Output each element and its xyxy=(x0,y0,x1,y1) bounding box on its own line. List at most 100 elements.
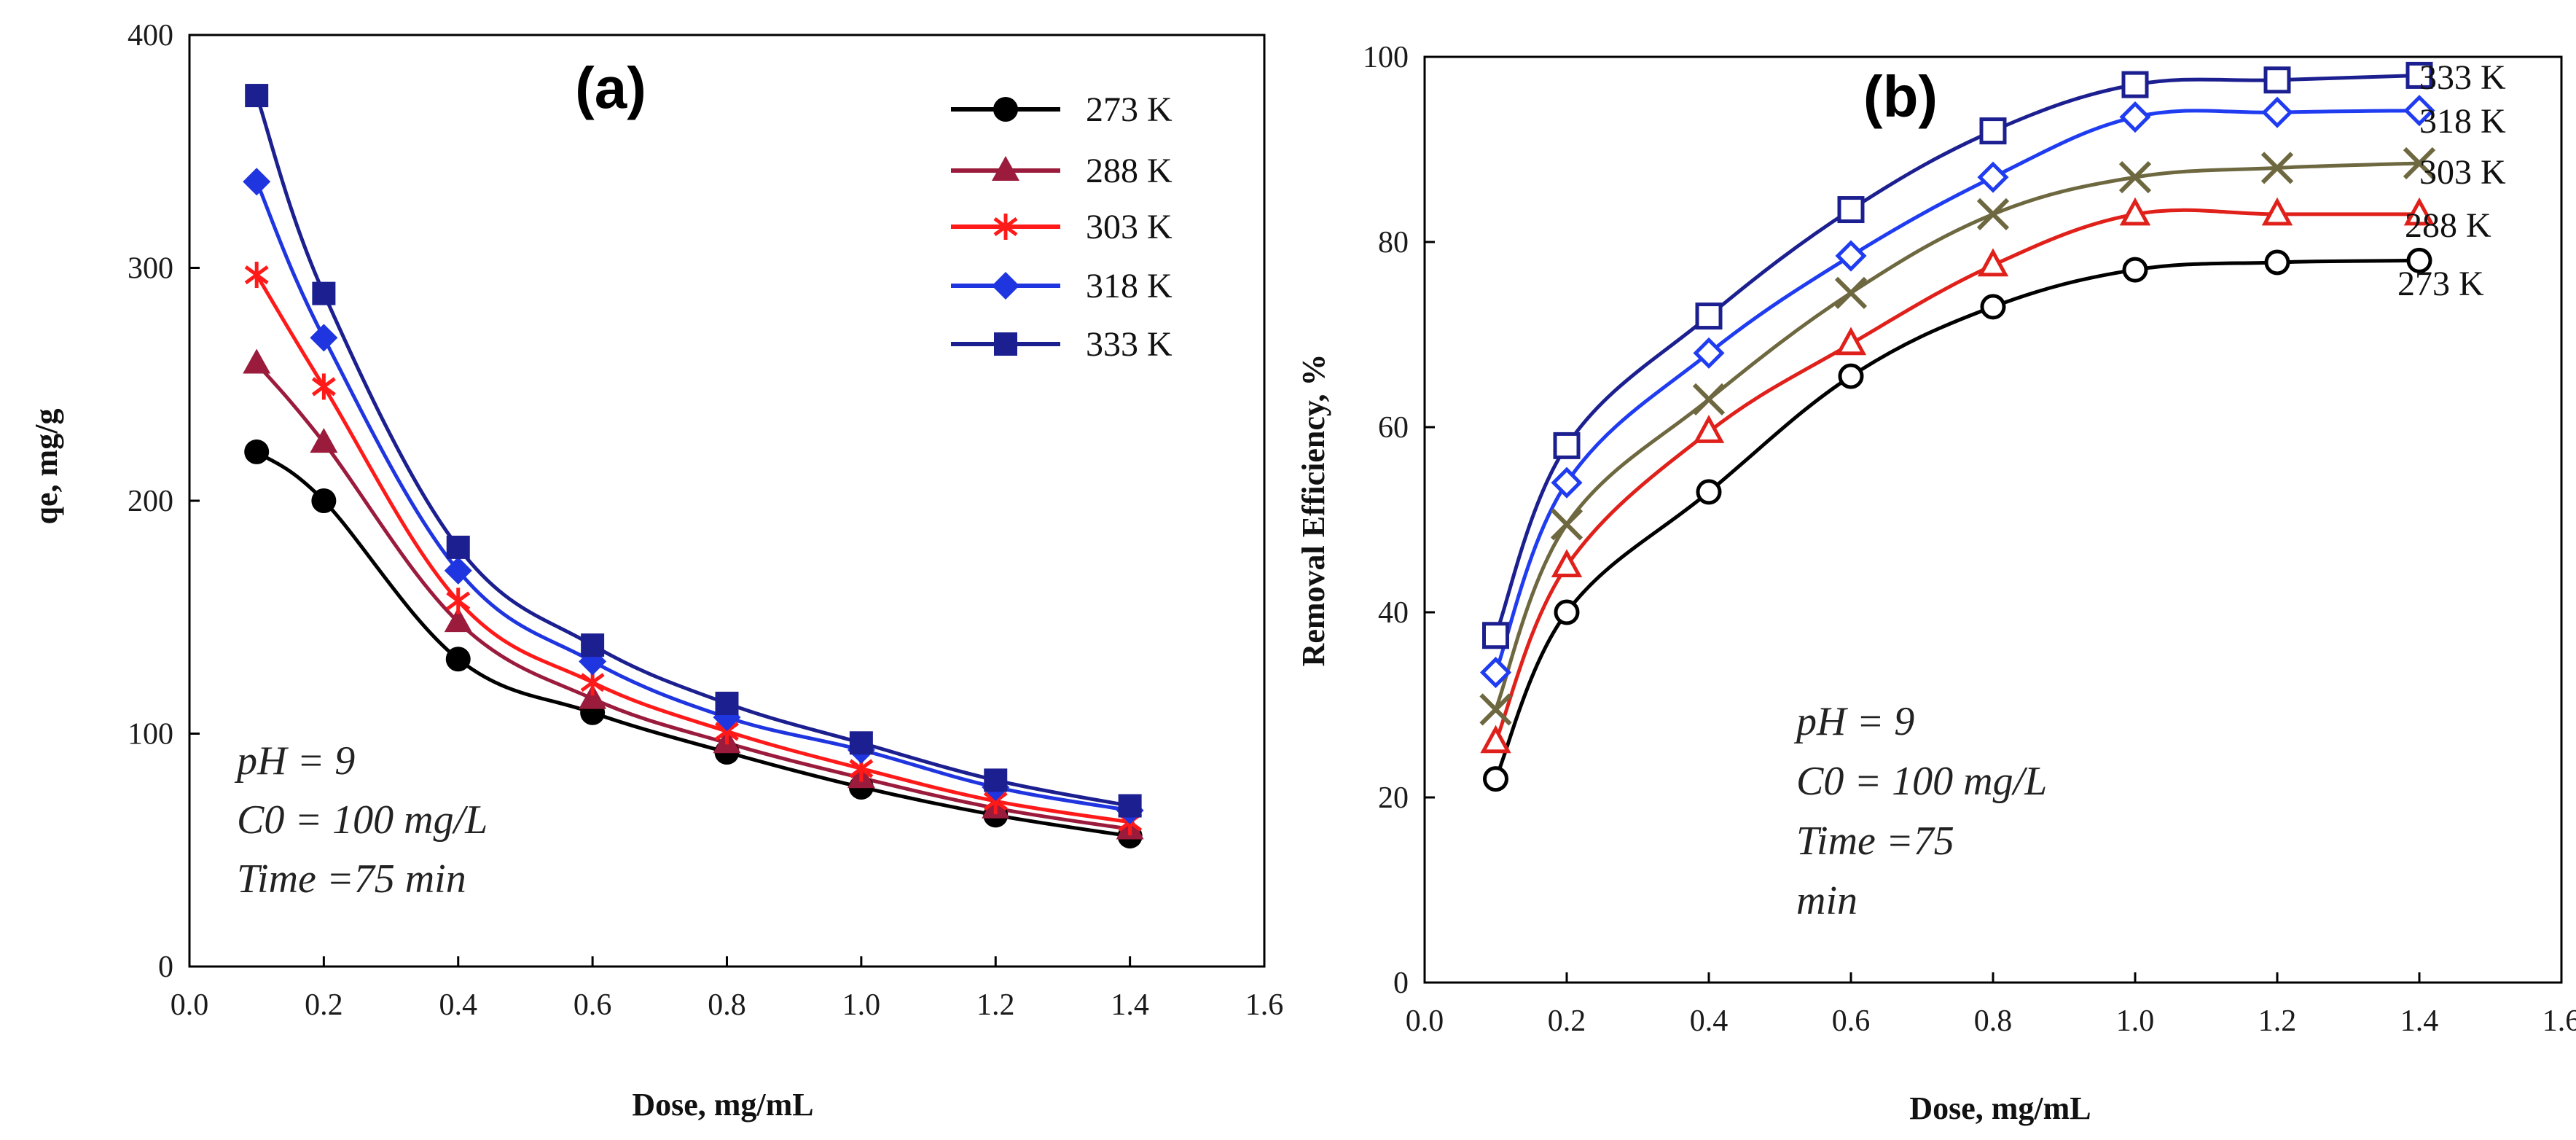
data-point-303k xyxy=(1834,276,1868,309)
data-point-333k xyxy=(1695,302,1723,330)
data-point-273k xyxy=(311,488,337,513)
y-tick-label: 80 xyxy=(1378,226,1409,259)
x-tick-label: 0.4 xyxy=(439,988,478,1022)
data-point-318k xyxy=(2261,96,2293,128)
series-group-b xyxy=(1479,61,2436,792)
x-tick-label: 1.2 xyxy=(2258,1004,2297,1038)
data-point-288k xyxy=(2403,197,2435,226)
data-point-318k xyxy=(2403,95,2435,127)
data-point-288k xyxy=(1551,549,1583,577)
y-tick-label: 100 xyxy=(1363,41,1409,74)
y-ticks-b: 0 20 40 60 80 100 xyxy=(1363,41,1435,1000)
chart-panel-b: 0 20 40 60 80 100 0.0 0.2 0.4 0.6 0.8 1.0 1.2 1.4 1.6… xyxy=(1296,41,2576,1126)
x-ticks-b: 0.0 0.2 0.4 0.6 0.8 1.0 1.2 1.4 1.6 xyxy=(1406,972,2576,1038)
svg-text:333 K: 333 K xyxy=(1086,325,1172,364)
series-line-303k xyxy=(255,273,1131,824)
data-point-288k xyxy=(579,684,607,709)
data-point-333k xyxy=(2263,66,2291,94)
series-end-labels-b: 333 K 318 K 303 K 288 K 273 K xyxy=(2397,58,2506,303)
data-point-273k xyxy=(2122,257,2148,283)
series-line-318k xyxy=(254,181,1131,813)
legend-entry-273k: 273 K xyxy=(951,90,1172,129)
data-point-333k xyxy=(849,731,873,755)
y-tick-label: 40 xyxy=(1378,596,1409,630)
data-point-318k xyxy=(1693,337,1725,369)
x-axis-label-a: Dose, mg/mL xyxy=(632,1087,813,1123)
data-point-273k xyxy=(445,647,471,672)
data-point-318k xyxy=(310,324,338,352)
data-point-318k xyxy=(1835,240,1867,272)
y-ticks-a: 0 100 200 300 400 xyxy=(128,19,200,984)
x-tick-label: 1.4 xyxy=(1111,988,1149,1022)
y-axis-label-a: qe, mg/g xyxy=(28,409,64,525)
series-group-a xyxy=(243,84,1144,849)
data-point-333k xyxy=(1118,794,1142,818)
legend-entry-333k: 333 K xyxy=(951,325,1172,364)
y-axis-label-b: Removal Efficiency, % xyxy=(1296,354,1331,667)
data-point-288k xyxy=(310,428,338,453)
data-point-288k xyxy=(2119,197,2151,226)
chart-panel-a: 0 100 200 300 400 0.0 0.2 0.4 0.6 0.8 1.0 1.2 1.4 1.… xyxy=(28,19,1283,1123)
data-point-333k xyxy=(984,768,1008,792)
x-tick-label: 1.0 xyxy=(2116,1004,2155,1038)
data-point-273k xyxy=(1483,766,1508,792)
data-point-333k xyxy=(245,84,269,108)
condition-min-b: min xyxy=(1796,878,1857,924)
data-point-333k xyxy=(715,691,739,715)
data-point-333k xyxy=(1553,432,1581,459)
series-line-273k xyxy=(1494,258,2420,780)
x-tick-label: 0.6 xyxy=(1832,1004,1871,1038)
end-label-303k: 303 K xyxy=(2419,153,2506,192)
data-point-288k xyxy=(1835,327,1867,356)
x-tick-label: 0.2 xyxy=(305,988,343,1022)
data-point-333k xyxy=(1979,117,2007,145)
end-label-288k: 288 K xyxy=(2405,206,2491,245)
panel-label-a: (a) xyxy=(575,55,646,120)
data-point-303k xyxy=(1479,693,1512,726)
data-point-273k xyxy=(1696,479,1722,505)
data-point-303k xyxy=(2118,160,2152,194)
legend-a: 273 K 288 K 303 K 318 K xyxy=(951,90,1172,364)
data-point-333k xyxy=(312,281,336,305)
data-point-303k xyxy=(244,262,269,289)
data-point-273k xyxy=(2264,249,2290,276)
data-point-303k xyxy=(311,373,336,400)
data-point-303k xyxy=(1976,198,2010,231)
x-tick-label: 0.0 xyxy=(1406,1004,1444,1038)
condition-ph: pH = 9 xyxy=(234,738,355,784)
data-point-303k xyxy=(2260,152,2294,184)
y-tick-label: 300 xyxy=(128,252,173,286)
x-tick-label: 1.2 xyxy=(976,988,1015,1022)
x-tick-label: 0.8 xyxy=(708,988,746,1022)
condition-c0: C0 = 100 mg/L xyxy=(237,797,488,843)
condition-time: Time =75 min xyxy=(237,856,466,902)
data-point-273k xyxy=(1980,294,2006,320)
data-point-273k xyxy=(1838,363,1864,389)
x-tick-label: 0.6 xyxy=(573,988,612,1022)
end-label-333k: 333 K xyxy=(2419,58,2506,97)
x-tick-label: 0.0 xyxy=(171,988,209,1022)
x-ticks-a: 0.0 0.2 0.4 0.6 0.8 1.0 1.2 1.4 1.6 xyxy=(171,956,1284,1022)
data-point-288k xyxy=(243,348,271,374)
x-tick-label: 1.6 xyxy=(1245,988,1284,1022)
conditions-a: pH = 9 C0 = 100 mg/L Time =75 min xyxy=(234,738,488,902)
data-point-303k xyxy=(1692,383,1726,416)
data-point-333k xyxy=(1482,622,1509,649)
x-tick-label: 0.2 xyxy=(1548,1004,1586,1038)
plot-area-a xyxy=(188,34,1266,968)
condition-time-b: Time =75 xyxy=(1796,819,1954,864)
legend-entry-303k: 303 K xyxy=(951,208,1172,246)
data-point-318k xyxy=(2119,101,2151,133)
x-tick-label: 1.0 xyxy=(842,988,881,1022)
end-label-318k: 318 K xyxy=(2419,102,2506,141)
y-tick-label: 0 xyxy=(158,950,173,984)
svg-text:318 K: 318 K xyxy=(1086,267,1172,305)
data-point-303k xyxy=(1550,508,1583,541)
panel-label-b: (b) xyxy=(1863,64,1938,129)
data-point-273k xyxy=(2406,247,2432,273)
data-point-303k xyxy=(2403,147,2436,180)
data-point-333k xyxy=(1837,196,1865,224)
x-tick-label: 0.4 xyxy=(1690,1004,1729,1038)
legend-entry-288k: 288 K xyxy=(951,152,1172,190)
